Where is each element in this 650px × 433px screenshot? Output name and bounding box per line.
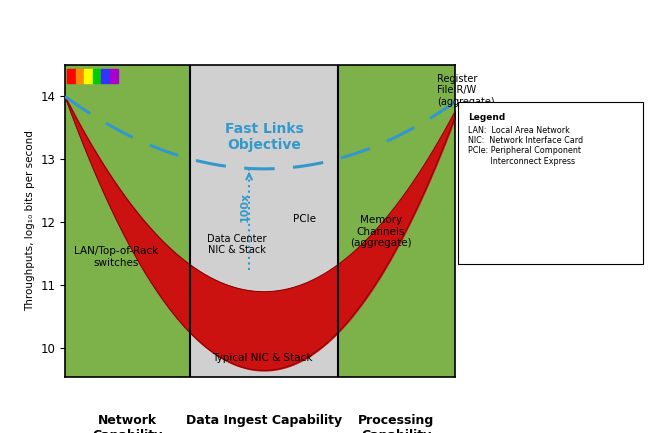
Bar [110,69,118,83]
Text: Memory
Channels
(aggregate): Memory Channels (aggregate) [350,215,411,249]
Text: Legend: Legend [468,113,505,122]
Text: PCIe: PCIe [293,214,316,224]
Bar [65,65,190,377]
Bar [67,69,75,83]
Text: Network
Capability: Network Capability [92,414,162,433]
Y-axis label: Throughputs, log₁₀ bits per second: Throughputs, log₁₀ bits per second [25,130,34,311]
Text: Register
File R/W
(aggregate): Register File R/W (aggregate) [437,74,495,107]
Bar [190,65,338,377]
Bar [338,65,455,377]
Text: LAN:  Local Area Network
NIC:  Network Interface Card
PCIe: Peripheral Component: LAN: Local Area Network NIC: Network Int… [467,126,582,166]
Text: Fast Links
Objective: Fast Links Objective [224,122,304,152]
Text: Data Center
NIC & Stack: Data Center NIC & Stack [207,234,266,255]
Text: Processing
Capability: Processing Capability [358,414,435,433]
Text: LAN/Top-of-Rack
switches: LAN/Top-of-Rack switches [73,246,158,268]
Bar [93,69,101,83]
Text: LAN:  Local Area Network
NIC:  Network Interface Card
PCIe: Peripheral Component: LAN: Local Area Network NIC: Network Int… [468,126,583,166]
Text: Typical NIC & Stack: Typical NIC & Stack [212,353,312,363]
Bar [84,69,93,83]
Text: 100x: 100x [240,191,250,222]
Text: Data Ingest Capability: Data Ingest Capability [186,414,342,427]
Text: Legend: Legend [467,113,504,122]
Bar [75,69,84,83]
Bar [101,69,110,83]
